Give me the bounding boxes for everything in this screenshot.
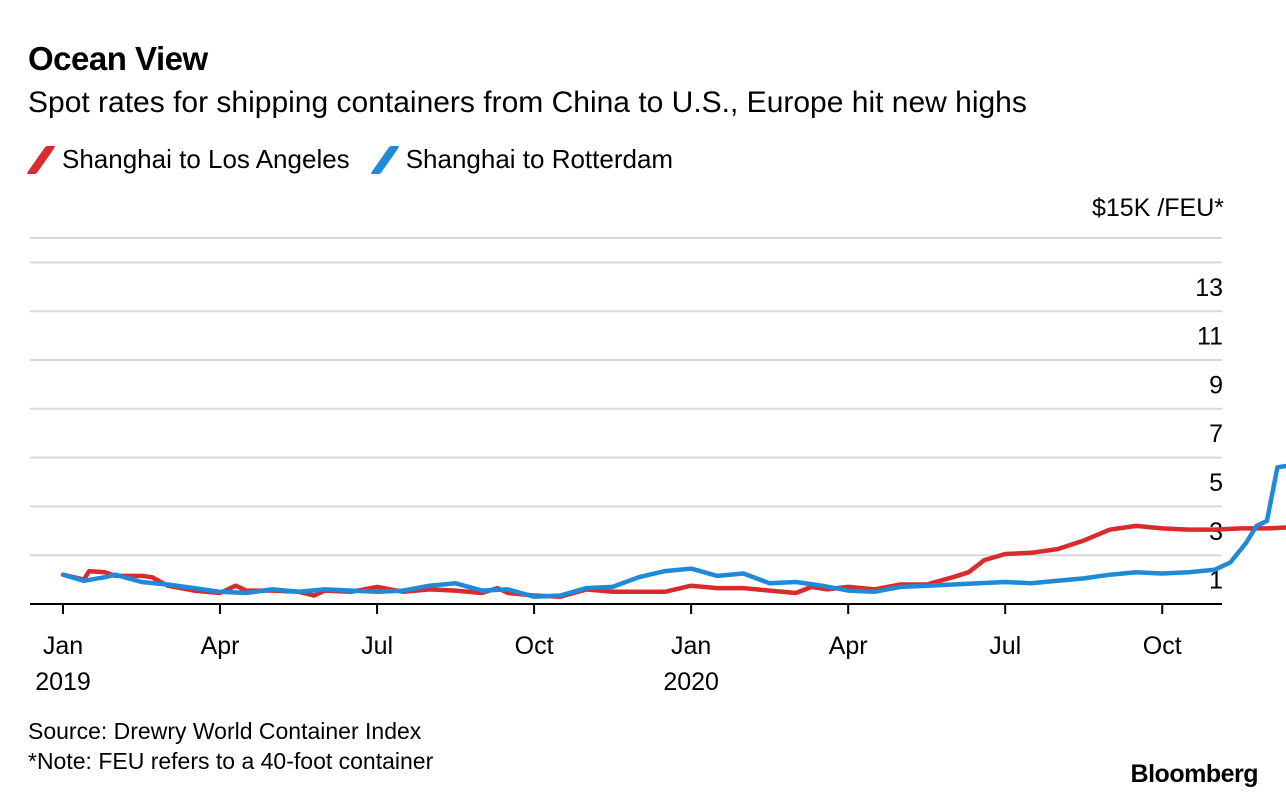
footnote: *Note: FEU refers to a 40-foot container	[28, 748, 434, 774]
x-tick-label: Jul	[989, 632, 1021, 660]
y-axis-unit-label: $15K /FEU*	[1091, 194, 1224, 222]
x-tick-label: Jul	[361, 632, 393, 660]
y-tick-label: 3	[1209, 518, 1223, 546]
y-tick-label: 13	[1195, 274, 1223, 302]
x-tick-label: Apr	[201, 632, 240, 660]
x-tick-label: Apr	[829, 632, 868, 660]
x-tick-label: Jan	[43, 632, 83, 660]
legend-label-rotterdam: Shanghai to Rotterdam	[405, 144, 674, 174]
y-tick-label: 11	[1197, 323, 1223, 351]
y-tick-label: 9	[1209, 371, 1223, 399]
bloomberg-logo: Bloomberg	[1130, 760, 1259, 788]
chart-legend: Shanghai to Los Angeles Shanghai to Rott…	[26, 144, 695, 175]
y-tick-label: 1	[1209, 567, 1223, 595]
y-tick-label: 7	[1209, 420, 1223, 448]
x-tick-label: Oct	[515, 632, 554, 660]
x-tick-label: Oct	[1143, 632, 1182, 660]
source-note: Source: Drewry World Container Index	[28, 718, 422, 744]
series-line-rotterdam	[60, 463, 1286, 599]
x-tick-label: Jan	[671, 632, 711, 660]
legend-item-rotterdam: Shanghai to Rotterdam	[369, 144, 674, 175]
series-line-los-angeles	[60, 523, 1286, 599]
chart-title: Ocean View	[28, 40, 208, 77]
chart-subtitle: Spot rates for shipping containers from …	[28, 86, 1027, 119]
x-tick-year-label: 2020	[663, 668, 719, 696]
legend-item-los-angeles: Shanghai to Los Angeles	[26, 144, 350, 175]
y-tick-label: 5	[1209, 469, 1223, 497]
legend-label-los-angeles: Shanghai to Los Angeles	[62, 144, 350, 174]
x-tick-year-label: 2019	[35, 668, 91, 696]
